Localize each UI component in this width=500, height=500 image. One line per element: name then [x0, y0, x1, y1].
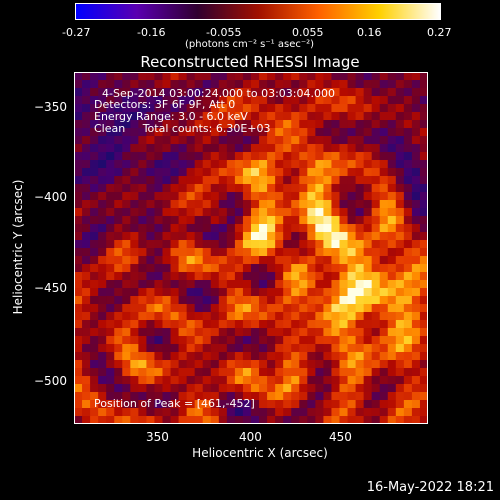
timestamp: 16-May-2022 18:21 [366, 480, 494, 495]
colorbar-tick: 0.16 [357, 26, 382, 39]
y-tick-label: −450 [34, 281, 67, 295]
colorbar-tick: -0.16 [137, 26, 166, 39]
colorbar-tick: -0.055 [206, 26, 242, 39]
y-tick-label: −400 [34, 190, 67, 204]
observation-time: 4-Sep-2014 03:00:24.000 to 03:03:04.000 [102, 87, 335, 100]
colorbar-tick: 0.27 [427, 26, 452, 39]
peak-position: Position of Peak = [461,-452] [94, 397, 255, 410]
colorbar [75, 3, 441, 20]
detectors-info: Detectors: 3F 6F 9F, Att 0 [94, 98, 236, 111]
colorbar-unit: (photons cm⁻² s⁻¹ asec⁻²) [185, 39, 315, 50]
energy-range: Energy Range: 3.0 - 6.0 keV [94, 110, 248, 123]
x-tick-label: 400 [239, 430, 262, 444]
clean-counts: Clean Total counts: 6.30E+03 [94, 122, 271, 135]
y-tick-label: −350 [34, 100, 67, 114]
y-tick-label: −500 [34, 374, 67, 388]
colorbar-tick: 0.055 [292, 26, 324, 39]
x-axis-label: Heliocentric X (arcsec) [192, 446, 328, 460]
colorbar-tick: -0.27 [62, 26, 91, 39]
x-tick-label: 450 [329, 430, 352, 444]
plot-title: Reconstructed RHESSI Image [140, 53, 360, 71]
solar-image [74, 72, 428, 424]
y-axis-label: Heliocentric Y (arcsec) [11, 179, 25, 315]
x-tick-label: 350 [146, 430, 169, 444]
